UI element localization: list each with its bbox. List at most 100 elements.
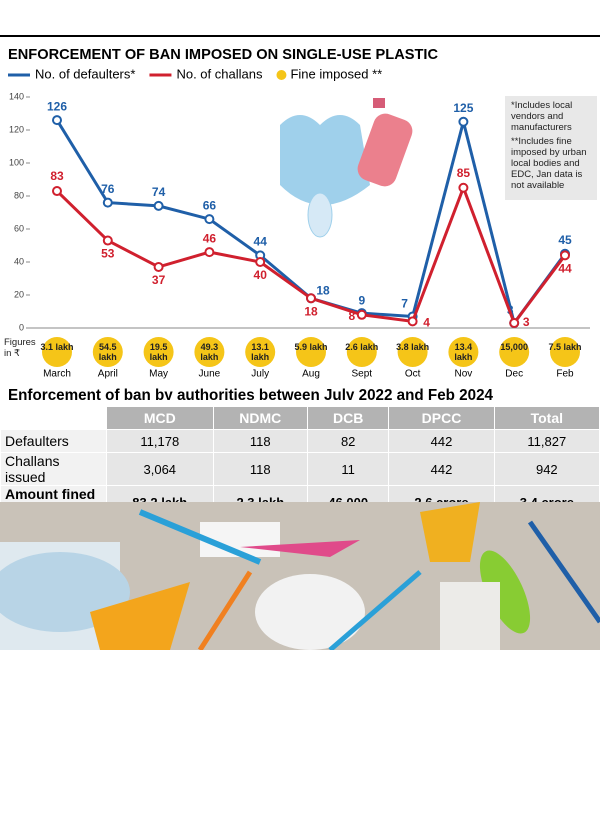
fine-label-box: 7.5 lakh xyxy=(548,342,582,352)
data-label: 44 xyxy=(254,235,268,249)
legend-label: No. of challans xyxy=(176,66,262,81)
data-point xyxy=(356,309,367,320)
y-tick-label: 20 xyxy=(14,289,24,299)
fine-label-box: 13.1 lakh xyxy=(251,342,270,362)
notes-box: *Includes local vendors and manufacturer… xyxy=(505,96,597,200)
fine-label: 2.6 lakh xyxy=(345,342,379,352)
fine-label-box: 13.4 lakh xyxy=(454,342,473,362)
legend-label: Fine imposed ** xyxy=(290,66,382,81)
fine-label-box: 54.5 lakh xyxy=(98,342,117,362)
fine-marker xyxy=(42,337,72,367)
data-point xyxy=(102,235,113,246)
fine-marker xyxy=(448,337,479,367)
fine-label-box: 19.5 lakh xyxy=(149,342,168,362)
fine-label: 3.1 lakh xyxy=(40,342,74,352)
data-label: 37 xyxy=(152,273,166,287)
fine-label: 13.1 lakh xyxy=(251,342,270,362)
data-label: 74 xyxy=(152,185,166,199)
data-label: 66 xyxy=(203,198,217,212)
fine-label: 5.9 lakh xyxy=(294,342,328,352)
data-point xyxy=(204,247,215,258)
fine-label: 13.4 lakh xyxy=(454,342,473,362)
x-tick-label: May xyxy=(149,369,168,380)
fine-label-box: 49.3 lakh xyxy=(200,342,218,362)
data-label: 46 xyxy=(203,231,217,245)
data-point xyxy=(255,257,266,267)
chart-title: ENFORCEMENT OF BAN IMPOSED ON SINGLE-USE… xyxy=(8,46,438,63)
data-point xyxy=(102,197,113,208)
x-tick-label: Dec xyxy=(505,369,523,380)
data-point xyxy=(153,200,164,211)
table-row: Defaulters 11,178 118 82 442 11,827 xyxy=(0,429,600,453)
y-tick-label: 100 xyxy=(9,157,24,167)
x-tick-label: Oct xyxy=(405,369,421,380)
table-cell: 82 xyxy=(307,429,390,453)
fine-label: 7.5 lakh xyxy=(548,342,582,352)
fine-axis-label-box: Figures in ₹ xyxy=(4,337,36,359)
table-title: Enforcement of ban by authorities betwee… xyxy=(8,387,493,400)
data-label: 7 xyxy=(401,297,408,311)
fine-label-box: 3.8 lakh xyxy=(396,342,430,352)
data-label: 76 xyxy=(101,182,115,196)
fine-marker xyxy=(499,337,530,367)
table-row: Challans issued 3,064 118 11 442 942 xyxy=(0,452,600,486)
table-cell: 11,827 xyxy=(493,429,600,453)
data-point xyxy=(153,261,164,272)
fine-marker xyxy=(346,337,377,367)
chart: ENFORCEMENT OF BAN IMPOSED ON SINGLE-USE… xyxy=(0,35,600,400)
x-tick-label: Aug xyxy=(302,369,320,380)
table-cell: 11 xyxy=(307,452,390,486)
x-tick-label: Feb xyxy=(556,369,574,380)
data-point xyxy=(306,293,316,304)
data-label: 125 xyxy=(453,101,473,115)
table-cell: 118 xyxy=(212,452,309,486)
data-label: 83 xyxy=(50,169,64,183)
column-header: MCD xyxy=(106,406,214,430)
legend-label: No. of defaulters* xyxy=(35,66,135,81)
data-label: 53 xyxy=(101,247,115,261)
fine-marker xyxy=(296,337,326,367)
fine-label: 54.5 lakh xyxy=(98,342,117,362)
data-point xyxy=(407,316,418,327)
data-point xyxy=(204,214,215,225)
fine-marker xyxy=(194,337,225,367)
data-label: 9 xyxy=(358,293,365,307)
y-tick-label: 120 xyxy=(9,124,24,134)
column-header: DPCC xyxy=(388,406,495,430)
header-row: MCD NDMC DCB DPCC Total xyxy=(0,406,600,430)
y-tick-label: 40 xyxy=(14,256,24,266)
fine-marker xyxy=(143,337,174,367)
data-point xyxy=(458,116,469,127)
x-tick-label: June xyxy=(199,369,221,380)
fine-axis-label: Figures in ₹ xyxy=(4,337,36,359)
data-point xyxy=(52,115,62,126)
x-tick-label: July xyxy=(251,369,269,380)
column-header: Total xyxy=(493,406,600,430)
y-tick-label: 0 xyxy=(19,322,24,332)
table-cell: 118 xyxy=(212,429,309,453)
data-point xyxy=(458,182,469,193)
y-tick-label: 60 xyxy=(14,223,24,233)
table-cell: 3,064 xyxy=(106,452,214,486)
data-label: 85 xyxy=(457,166,471,180)
data-label: 126 xyxy=(47,99,67,113)
fine-marker xyxy=(550,337,580,367)
x-tick-label: March xyxy=(43,369,71,380)
data-label: 8 xyxy=(348,309,355,323)
data-label: 45 xyxy=(558,233,572,247)
y-tick-label: 140 xyxy=(9,91,24,101)
legend-swatch xyxy=(276,70,287,80)
y-tick-label: 80 xyxy=(14,190,24,200)
table-cell: 11,178 xyxy=(106,429,214,453)
fine-label-box: 15,000 xyxy=(500,342,528,352)
photo xyxy=(0,502,600,650)
data-label: 18 xyxy=(304,304,318,318)
fine-marker xyxy=(245,337,276,367)
fine-label: 19.5 lakh xyxy=(149,342,168,362)
data-point xyxy=(509,318,520,329)
row-label: Challans issued xyxy=(0,452,107,486)
corner-cell xyxy=(0,406,107,430)
fine-label: 3.8 lakh xyxy=(396,342,430,352)
data-label: 4 xyxy=(423,316,430,330)
